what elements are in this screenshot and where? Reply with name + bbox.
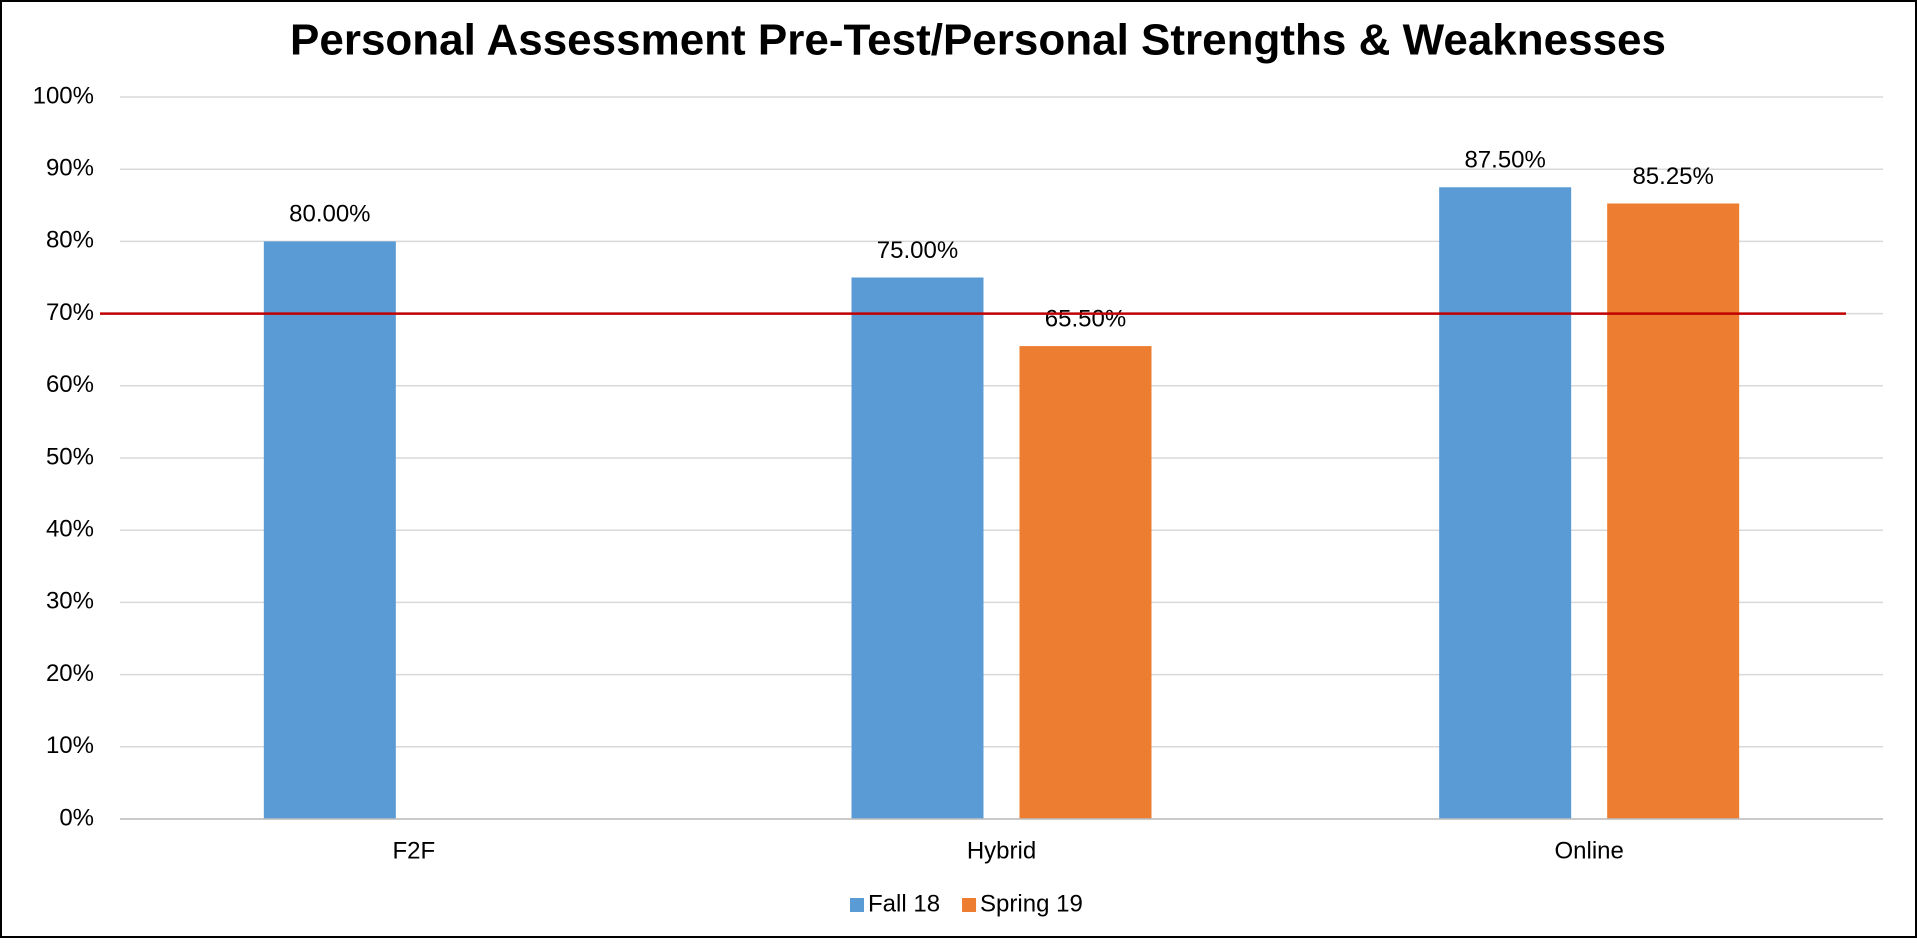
chart-title: Personal Assessment Pre-Test/Personal St… <box>290 16 1666 65</box>
y-tick-label: 40% <box>46 516 94 543</box>
y-tick-label: 0% <box>59 804 94 831</box>
bar <box>851 277 984 819</box>
y-tick-label: 80% <box>46 227 94 254</box>
y-tick-label: 90% <box>46 155 94 182</box>
x-tick-label: Hybrid <box>967 837 1036 864</box>
data-label: 85.25% <box>1632 163 1713 190</box>
legend-label: Spring 19 <box>980 890 1083 917</box>
data-label: 80.00% <box>289 201 370 228</box>
y-tick-label: 20% <box>46 660 94 687</box>
data-label: 87.50% <box>1464 147 1545 174</box>
legend-swatch <box>962 898 977 912</box>
y-tick-label: 50% <box>46 443 94 470</box>
y-tick-label: 30% <box>46 588 94 615</box>
x-tick-label: Online <box>1554 837 1623 864</box>
bar <box>1439 187 1572 819</box>
y-tick-label: 60% <box>46 371 94 398</box>
bar <box>1607 203 1740 819</box>
data-label: 65.50% <box>1045 305 1126 332</box>
y-tick-label: 70% <box>46 299 94 326</box>
bar <box>263 241 396 819</box>
y-tick-label: 100% <box>33 82 94 109</box>
bar <box>1019 346 1152 819</box>
x-tick-label: F2F <box>392 837 435 864</box>
legend-swatch <box>850 898 864 912</box>
legend-label: Fall 18 <box>868 890 940 917</box>
y-tick-label: 10% <box>46 732 94 759</box>
data-label: 75.00% <box>877 237 958 264</box>
